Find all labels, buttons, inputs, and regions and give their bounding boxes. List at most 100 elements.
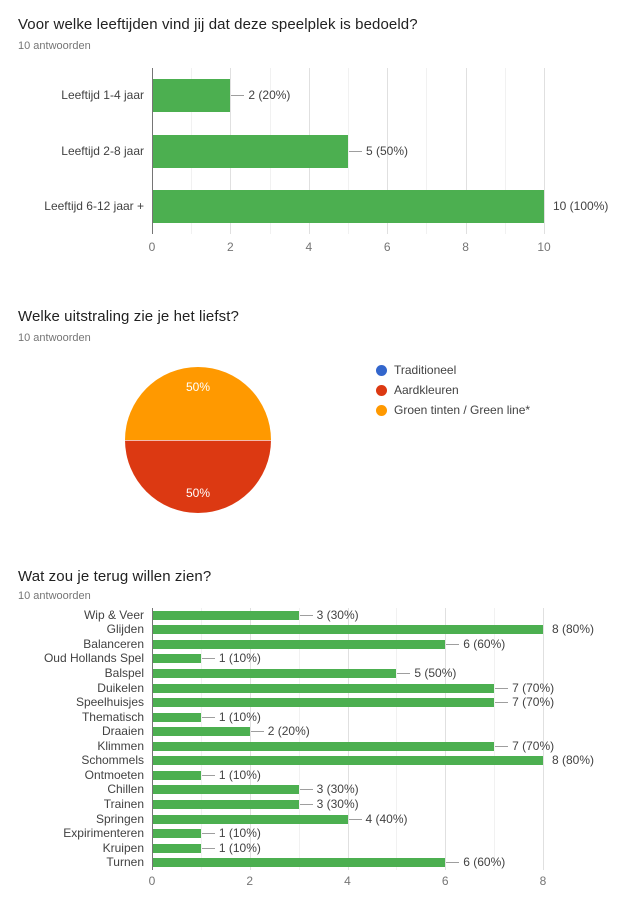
x-tick-label: 2 bbox=[227, 240, 234, 254]
value-callout-line bbox=[231, 95, 245, 97]
value-label: 5 (50%) bbox=[414, 666, 457, 680]
question-title: Voor welke leeftijden vind jij dat deze … bbox=[18, 16, 418, 33]
x-tick-label: 6 bbox=[383, 240, 391, 254]
bar bbox=[153, 800, 299, 809]
category-label: Chillen bbox=[107, 782, 144, 797]
legend-item: Traditioneel bbox=[376, 360, 530, 380]
gridline bbox=[544, 68, 545, 234]
value-label: 1 (10%) bbox=[218, 767, 261, 782]
value-callout-line bbox=[299, 804, 313, 805]
legend-label: Groen tinten / Green line* bbox=[394, 403, 531, 417]
x-tick-label: 4 bbox=[305, 240, 313, 254]
bar bbox=[153, 669, 397, 678]
category-label: Turnen bbox=[106, 855, 144, 870]
category-label: Glijden bbox=[106, 622, 144, 637]
value-callout-line bbox=[446, 862, 460, 864]
slice-percent-label: 50% bbox=[185, 380, 211, 395]
legend-label: Traditioneel bbox=[394, 363, 457, 377]
bar bbox=[153, 79, 231, 113]
value-callout-line bbox=[349, 150, 362, 152]
bar bbox=[153, 756, 543, 766]
value-callout-line bbox=[201, 833, 215, 835]
category-label: Ontmoeten bbox=[84, 767, 144, 782]
x-tick-label: 2 bbox=[246, 874, 254, 888]
question-title: Wat zou je terug willen zien? bbox=[18, 568, 212, 585]
bar bbox=[153, 814, 348, 824]
answer-count: 10 antwoorden bbox=[18, 590, 91, 602]
answer-count: 10 antwoorden bbox=[18, 332, 91, 344]
legend-color-dot bbox=[376, 404, 387, 416]
value-label: 1 (10%) bbox=[218, 709, 261, 724]
bar bbox=[153, 625, 543, 635]
legend-item: Aardkleuren bbox=[376, 380, 530, 400]
value-callout-line bbox=[250, 731, 264, 733]
category-label: Leeftijd 6-12 jaar + bbox=[44, 198, 144, 213]
value-label: 2 (20%) bbox=[248, 88, 291, 103]
legend-color-dot bbox=[376, 384, 387, 396]
axis-baseline bbox=[152, 608, 153, 870]
value-label: 10 (100%) bbox=[553, 198, 609, 213]
value-callout-line bbox=[299, 789, 313, 791]
x-tick-label: 10 bbox=[537, 240, 551, 254]
gridline bbox=[396, 608, 398, 870]
value-label: 7 (70%) bbox=[512, 738, 555, 753]
gridline bbox=[445, 608, 447, 870]
value-callout-line bbox=[201, 847, 215, 849]
gridline bbox=[249, 608, 251, 870]
gridline bbox=[200, 608, 202, 870]
category-label: Draaien bbox=[101, 724, 144, 739]
bar bbox=[153, 683, 495, 693]
value-callout-line bbox=[495, 687, 509, 689]
chart-section-terugzien: Wat zou je terug willen zien? 10 antwoor… bbox=[0, 560, 634, 909]
axis-baseline bbox=[152, 68, 153, 234]
value-label: 7 (70%) bbox=[512, 680, 555, 695]
bar bbox=[153, 654, 201, 664]
gridline bbox=[494, 608, 496, 870]
category-label: Leeftijd 1-4 jaar bbox=[61, 88, 144, 103]
category-label: Wip & Veer bbox=[83, 607, 144, 622]
bar bbox=[153, 829, 201, 839]
category-label: Springen bbox=[95, 811, 144, 826]
category-label: Leeftijd 2-8 jaar bbox=[61, 143, 144, 158]
category-label: Balanceren bbox=[83, 636, 144, 651]
value-callout-line bbox=[446, 643, 460, 645]
value-callout-line bbox=[495, 745, 509, 747]
value-callout-line bbox=[397, 673, 411, 674]
bar bbox=[153, 698, 495, 708]
answer-count: 10 antwoorden bbox=[18, 40, 91, 52]
category-label: Duikelen bbox=[97, 680, 144, 695]
value-label: 1 (10%) bbox=[218, 826, 261, 841]
value-label: 6 (60%) bbox=[463, 855, 506, 870]
bar bbox=[153, 639, 446, 649]
bar bbox=[153, 843, 201, 853]
bar bbox=[153, 727, 250, 737]
x-tick-label: 0 bbox=[148, 240, 156, 254]
category-label: Schommels bbox=[81, 753, 144, 768]
x-tick-label: 0 bbox=[148, 874, 156, 888]
chart-section-uitstraling: Welke uitstraling zie je het liefst? 10 … bbox=[0, 300, 634, 560]
value-label: 3 (30%) bbox=[316, 607, 359, 622]
value-callout-line bbox=[348, 818, 362, 820]
legend-item: Groen tinten / Green line* bbox=[376, 400, 530, 420]
question-title: Welke uitstraling zie je het liefst? bbox=[18, 308, 239, 325]
category-label: Klimmen bbox=[97, 738, 144, 753]
bar bbox=[153, 189, 544, 223]
slice-percent-label: 50% bbox=[185, 485, 211, 500]
bar bbox=[153, 785, 299, 795]
bar bbox=[153, 610, 299, 620]
value-label: 7 (70%) bbox=[512, 695, 555, 710]
value-label: 6 (60%) bbox=[463, 636, 506, 651]
gridline bbox=[347, 608, 349, 870]
legend-color-dot bbox=[376, 364, 387, 376]
bar bbox=[153, 712, 201, 722]
value-callout-line bbox=[201, 774, 215, 776]
category-label: Expirimenteren bbox=[63, 826, 144, 841]
x-tick-label: 8 bbox=[539, 874, 547, 888]
category-label: Kruipen bbox=[102, 840, 144, 855]
chart-section-leeftijden: Voor welke leeftijden vind jij dat deze … bbox=[0, 0, 634, 300]
category-label: Balspel bbox=[104, 666, 144, 680]
value-label: 5 (50%) bbox=[366, 143, 409, 158]
slice-divider-line bbox=[125, 439, 271, 441]
gridline bbox=[426, 68, 428, 234]
bar bbox=[153, 134, 348, 168]
